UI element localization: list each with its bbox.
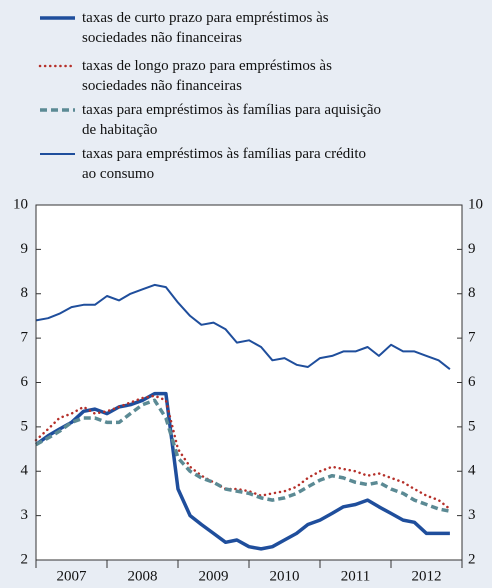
y-tick-label: 3 <box>21 507 29 523</box>
x-tick-label: 2007 <box>57 568 88 584</box>
x-tick-label: 2010 <box>270 568 300 584</box>
y-tick-label: 9 <box>21 241 29 257</box>
y2-tick-label: 7 <box>468 330 476 346</box>
y2-tick-label: 10 <box>468 196 483 212</box>
legend-label: taxas para empréstimos às famílias para … <box>82 102 382 138</box>
y2-tick-label: 2 <box>468 551 476 567</box>
y2-tick-label: 6 <box>468 374 476 390</box>
y-tick-label: 5 <box>21 418 29 434</box>
y-tick-label: 8 <box>21 285 29 301</box>
x-tick-label: 2011 <box>341 568 370 584</box>
y2-tick-label: 5 <box>468 418 476 434</box>
plot-area <box>36 205 462 560</box>
y2-tick-label: 8 <box>468 285 476 301</box>
y-tick-label: 4 <box>21 463 29 479</box>
legend-label: taxas de curto prazo para empréstimos às… <box>82 10 329 46</box>
x-tick-label: 2009 <box>199 568 229 584</box>
series-line <box>35 283 451 370</box>
y2-tick-label: 4 <box>468 463 476 479</box>
y-tick-label: 2 <box>21 551 29 567</box>
x-tick-label: 2012 <box>412 568 442 584</box>
series-line <box>34 394 452 511</box>
legend-label: taxas de longo prazo para empréstimos às… <box>82 58 332 94</box>
y-tick-label: 7 <box>21 330 29 346</box>
y-tick-label: 10 <box>13 196 28 212</box>
y-tick-label: 6 <box>21 374 29 390</box>
y2-tick-label: 9 <box>468 241 476 257</box>
y2-tick-label: 3 <box>468 507 476 523</box>
legend-label: taxas para empréstimos às famílias para … <box>82 146 367 182</box>
plot-frame <box>35 204 463 561</box>
x-tick-label: 2008 <box>128 568 158 584</box>
